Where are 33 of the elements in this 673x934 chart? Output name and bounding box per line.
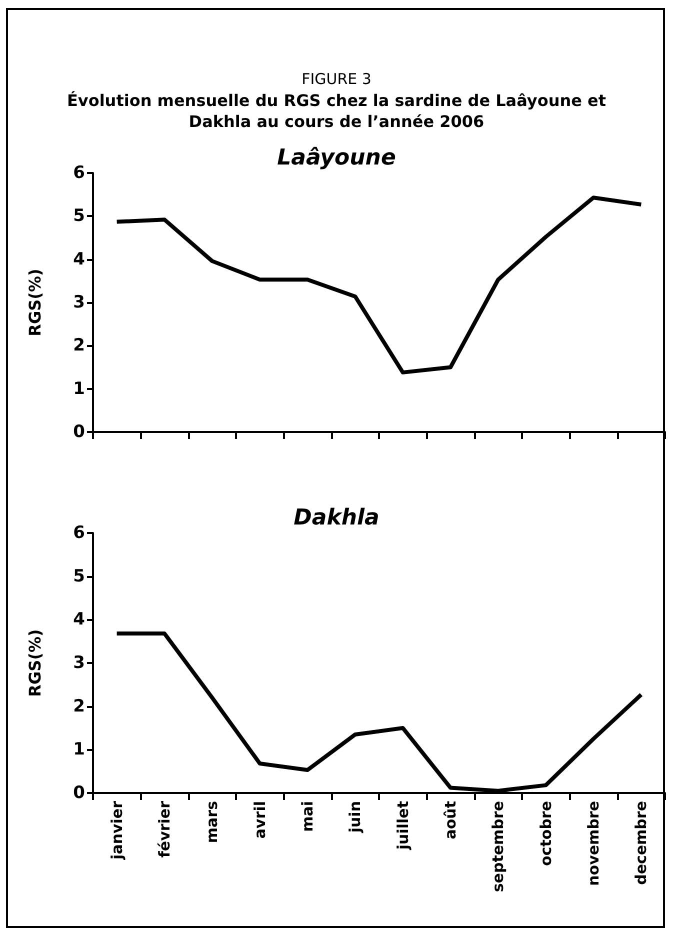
x-tick-label: janvier xyxy=(108,800,126,860)
y-tick-label: 6 xyxy=(73,163,85,183)
y-axis-title: RGS(%) xyxy=(26,629,44,697)
x-tick-label: novembre xyxy=(584,801,602,886)
x-tick-label: octobre xyxy=(536,801,555,866)
x-tick-label: août xyxy=(442,801,460,840)
y-tick-label: 2 xyxy=(73,336,85,356)
chart-title: Laâyoune xyxy=(277,146,396,170)
line-series xyxy=(114,196,644,374)
y-tick-label: 0 xyxy=(73,783,86,803)
y-tick-label: 4 xyxy=(73,610,86,630)
y-tick-label: 1 xyxy=(73,740,85,760)
x-tick-label: février xyxy=(156,800,174,858)
x-tick-label: decembre xyxy=(632,801,650,885)
y-tick-label: 0 xyxy=(73,422,86,442)
y-axis-title: RGS(%) xyxy=(26,268,44,336)
x-tick-label: mars xyxy=(203,800,222,844)
text: Évolution mensuelle du RGS chez la sardine de Laâyoune et Dakhla au cours de l’année 2006 xyxy=(66,90,608,132)
x-tick-label: septembre xyxy=(489,801,508,892)
y-tick-label: 5 xyxy=(73,566,85,586)
x-tick-label: juillet xyxy=(394,801,412,851)
x-tick-label: mai xyxy=(298,801,316,832)
y-tick-label: 5 xyxy=(73,206,85,226)
y-tick-label: 1 xyxy=(73,378,85,399)
y-tick-label: 6 xyxy=(73,523,85,543)
y-tick-label: 4 xyxy=(73,249,86,270)
x-tick-label: avril xyxy=(250,801,269,839)
x-tick-label: juin xyxy=(346,801,364,834)
chart-title: Dakhla xyxy=(294,506,380,530)
caption: FIGURE 3 xyxy=(300,70,372,88)
y-tick-label: 3 xyxy=(73,292,85,312)
y-tick-label: 2 xyxy=(73,696,85,716)
y-tick-label: 3 xyxy=(73,653,85,673)
